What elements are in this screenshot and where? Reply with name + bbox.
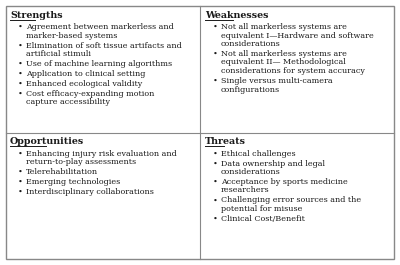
Text: •: • bbox=[18, 188, 23, 196]
Text: •: • bbox=[213, 23, 218, 31]
Text: capture accessibility: capture accessibility bbox=[26, 99, 110, 107]
Text: Interdisciplinary collaborations: Interdisciplinary collaborations bbox=[26, 188, 154, 196]
Text: •: • bbox=[18, 149, 23, 157]
Text: Emerging technologies: Emerging technologies bbox=[26, 178, 120, 186]
Text: considerations: considerations bbox=[221, 168, 281, 176]
Text: Agreement between markerless and: Agreement between markerless and bbox=[26, 23, 174, 31]
Text: •: • bbox=[18, 168, 23, 176]
Text: Application to clinical setting: Application to clinical setting bbox=[26, 70, 145, 78]
Text: Opportunities: Opportunities bbox=[10, 138, 84, 147]
Text: •: • bbox=[213, 215, 218, 223]
Text: •: • bbox=[213, 149, 218, 157]
Text: •: • bbox=[213, 197, 218, 205]
Text: return-to-play assessments: return-to-play assessments bbox=[26, 158, 136, 166]
Text: Challenging error sources and the: Challenging error sources and the bbox=[221, 197, 361, 205]
Text: Data ownership and legal: Data ownership and legal bbox=[221, 160, 325, 167]
Text: Threats: Threats bbox=[205, 138, 246, 147]
Text: Strengths: Strengths bbox=[10, 11, 63, 20]
Text: •: • bbox=[213, 77, 218, 85]
Text: Use of machine learning algorithms: Use of machine learning algorithms bbox=[26, 60, 172, 68]
Text: considerations for system accuracy: considerations for system accuracy bbox=[221, 67, 365, 75]
Text: Cost efficacy-expanding motion: Cost efficacy-expanding motion bbox=[26, 90, 154, 98]
Text: considerations: considerations bbox=[221, 40, 281, 48]
Text: Enhanced ecological validity: Enhanced ecological validity bbox=[26, 80, 142, 88]
Text: •: • bbox=[18, 23, 23, 31]
Text: •: • bbox=[18, 80, 23, 88]
Text: •: • bbox=[213, 178, 218, 186]
Text: Weaknesses: Weaknesses bbox=[205, 11, 268, 20]
Text: •: • bbox=[18, 178, 23, 186]
Text: •: • bbox=[18, 42, 23, 50]
Text: •: • bbox=[18, 90, 23, 98]
Text: Single versus multi-camera: Single versus multi-camera bbox=[221, 77, 333, 85]
Text: Ethical challenges: Ethical challenges bbox=[221, 149, 296, 157]
Text: equivalent I—Hardware and software: equivalent I—Hardware and software bbox=[221, 32, 374, 39]
Text: •: • bbox=[213, 50, 218, 58]
Text: •: • bbox=[213, 160, 218, 167]
Text: Telerehabilitation: Telerehabilitation bbox=[26, 168, 98, 176]
Text: Enhancing injury risk evaluation and: Enhancing injury risk evaluation and bbox=[26, 149, 177, 157]
Text: Elimination of soft tissue artifacts and: Elimination of soft tissue artifacts and bbox=[26, 42, 182, 50]
Text: Clinical Cost/Benefit: Clinical Cost/Benefit bbox=[221, 215, 305, 223]
Text: Not all markerless systems are: Not all markerless systems are bbox=[221, 23, 347, 31]
Text: researchers: researchers bbox=[221, 187, 270, 195]
Text: potential for misuse: potential for misuse bbox=[221, 205, 302, 213]
Text: Not all markerless systems are: Not all markerless systems are bbox=[221, 50, 347, 58]
Text: marker-based systems: marker-based systems bbox=[26, 32, 117, 39]
Text: •: • bbox=[18, 70, 23, 78]
Text: artificial stimuli: artificial stimuli bbox=[26, 50, 91, 58]
Text: •: • bbox=[18, 60, 23, 68]
Text: equivalent II— Methodological: equivalent II— Methodological bbox=[221, 59, 346, 67]
Text: configurations: configurations bbox=[221, 86, 280, 94]
Text: Acceptance by sports medicine: Acceptance by sports medicine bbox=[221, 178, 348, 186]
